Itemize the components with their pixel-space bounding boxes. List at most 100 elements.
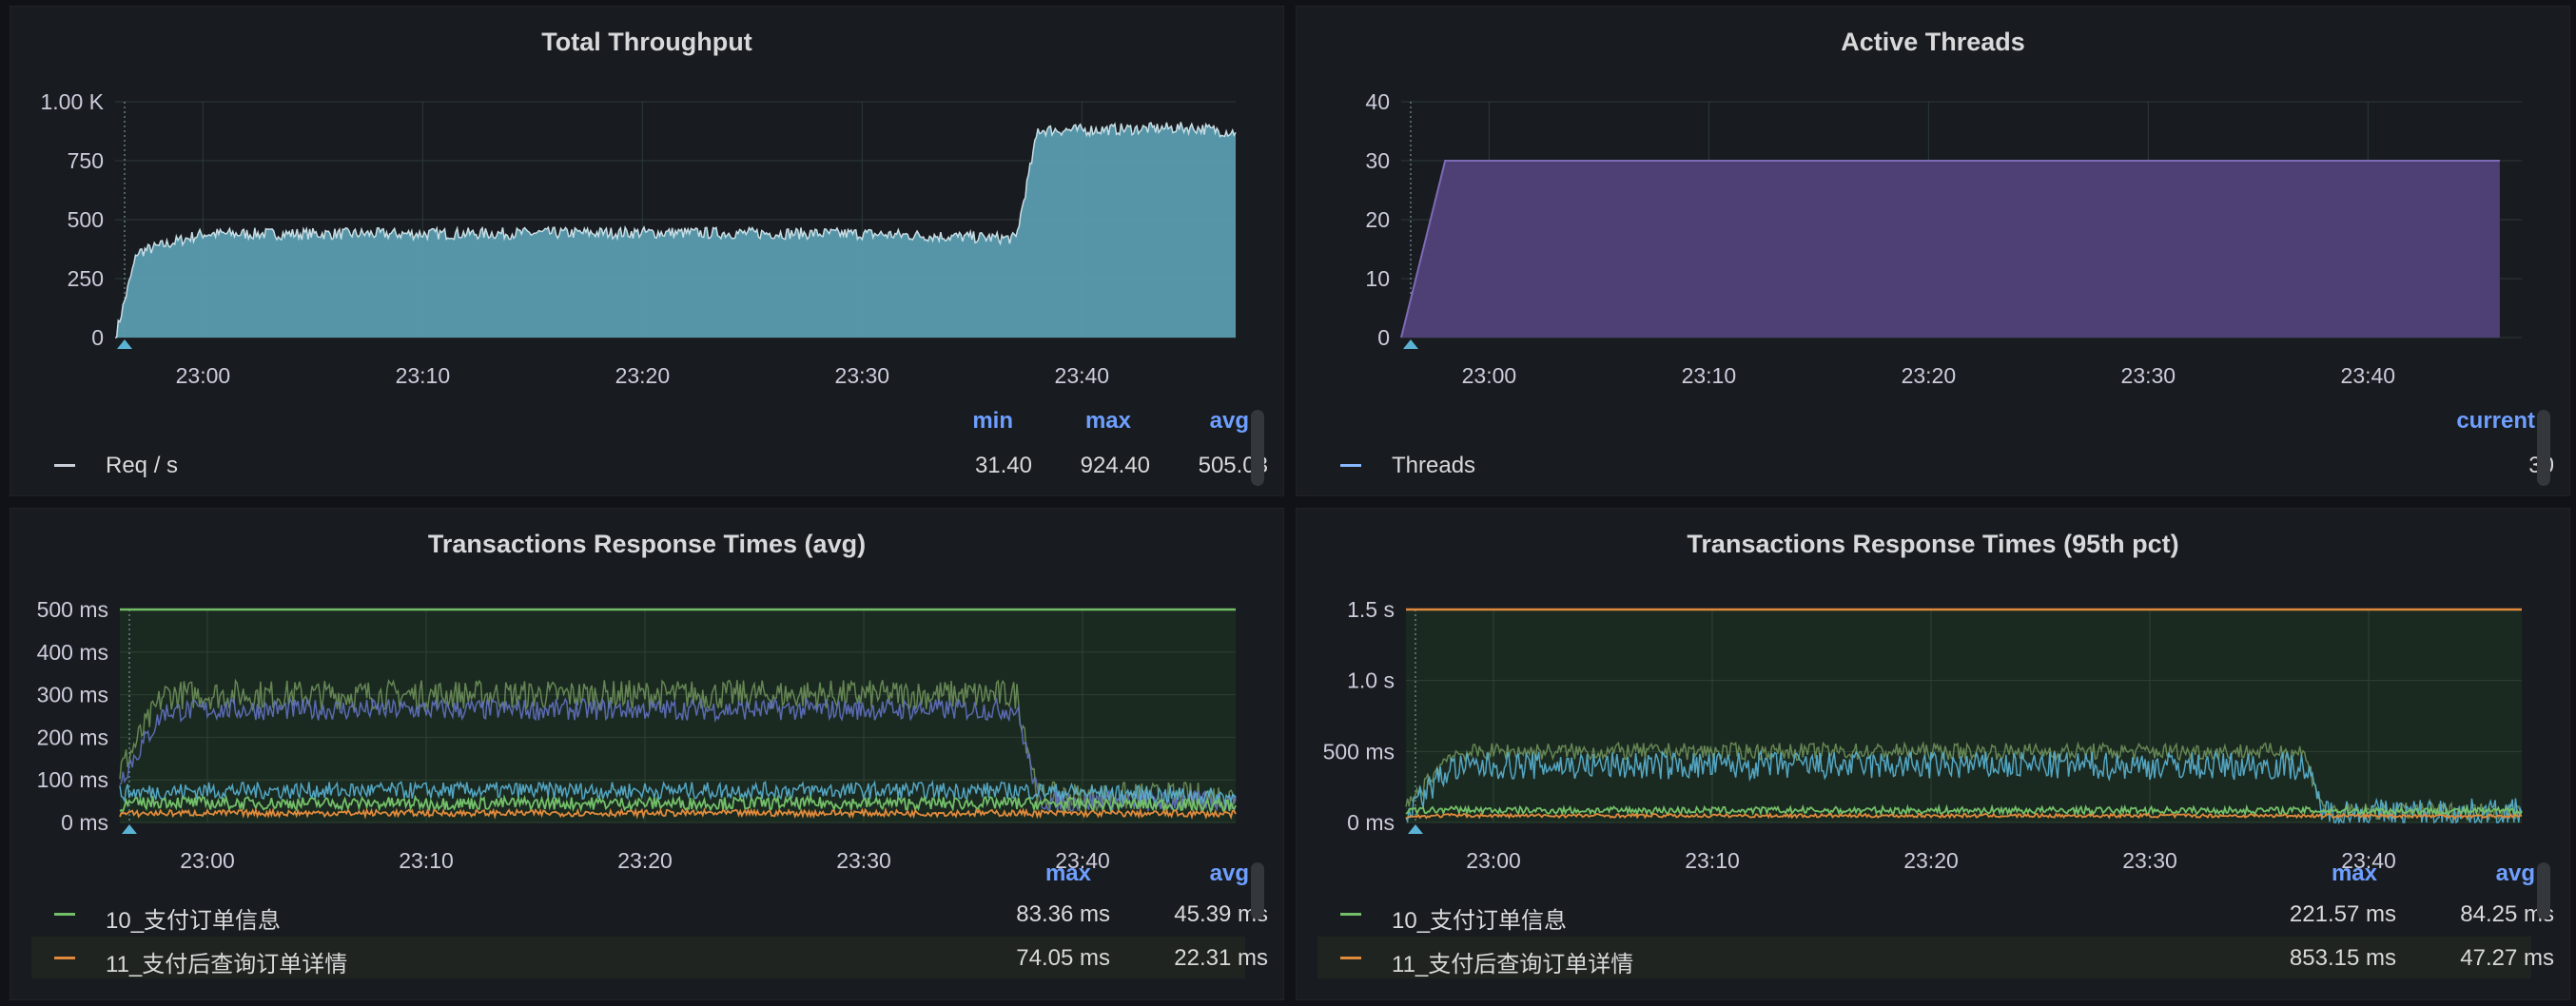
- y-tick-label: 0: [91, 325, 104, 350]
- legend-item-req-per-sec[interactable]: Req / s 31.40 924.40 505.03: [31, 444, 1268, 486]
- series-swatch: [54, 464, 75, 467]
- annotation-marker: [122, 824, 137, 834]
- x-tick-label: 23:30: [2121, 363, 2176, 388]
- legend-value-avg: 45.39 ms: [1174, 901, 1268, 927]
- legend-item-threads[interactable]: Threads 30: [1317, 444, 2554, 486]
- y-tick-label: 10: [1365, 266, 1390, 291]
- legend-header-avg[interactable]: avg: [1209, 861, 1249, 886]
- legend-scrollbar[interactable]: [2537, 410, 2550, 486]
- legend-header-max[interactable]: max: [2331, 861, 2377, 886]
- x-tick-label: 23:40: [2341, 363, 2396, 388]
- series-swatch: [1340, 464, 1361, 467]
- response-p95-chart[interactable]: 1.5 s 1.0 s 500 ms 0 ms 23:00 23:10 23:20 23:30…: [1297, 587, 2571, 900]
- series-name: 10_支付订单信息: [106, 908, 282, 934]
- x-tick-label: 23:10: [396, 363, 451, 388]
- annotation-marker: [1403, 339, 1418, 349]
- series-name: Req / s: [106, 453, 179, 478]
- legend-value-current: 30: [2402, 453, 2554, 479]
- legend-header-current[interactable]: current: [2456, 408, 2535, 434]
- series-area-req-per-sec: [115, 122, 1236, 338]
- y-tick-label: 400 ms: [37, 640, 108, 665]
- legend-header-max[interactable]: max: [1044, 861, 1091, 886]
- y-tick-label: 20: [1365, 207, 1390, 232]
- series-swatch: [1340, 913, 1361, 916]
- series-line-10: [119, 793, 1237, 814]
- response-avg-chart[interactable]: 500 ms 400 ms 300 ms 200 ms 100 ms 0 ms 23:00 2…: [10, 587, 1285, 900]
- throughput-chart[interactable]: 1.00 K 750 500 250 0 23:00 23:10 23:20 23:30 23:4…: [10, 83, 1285, 397]
- legend-value-max: 853.15 ms: [2289, 945, 2396, 971]
- legend-value-max: 83.36 ms: [1016, 901, 1110, 927]
- y-tick-label: 300 ms: [37, 683, 108, 707]
- x-tick-label: 23:00: [1466, 848, 1521, 873]
- threads-chart[interactable]: 40 30 20 10 0 23:00 23:10 23:20 23:30 23:40: [1297, 83, 2571, 397]
- series-line-req-per-sec: [114, 121, 1237, 339]
- y-tick-label: 1.00 K: [41, 89, 105, 114]
- panel-title[interactable]: Transactions Response Times (avg): [427, 530, 867, 558]
- series-name: 10_支付订单信息: [1392, 908, 1568, 934]
- panel-title[interactable]: Total Throughput: [541, 28, 752, 56]
- annotation-marker: [1408, 824, 1423, 834]
- series-name: 11_支付后查询订单详情: [1392, 952, 1634, 977]
- legend-header-min[interactable]: min: [972, 408, 1013, 434]
- y-tick-label: 1.0 s: [1347, 668, 1395, 693]
- y-tick-label: 0: [1377, 325, 1390, 350]
- x-tick-label: 23:10: [399, 848, 454, 873]
- y-tick-label: 200 ms: [37, 725, 108, 749]
- x-tick-label: 23:00: [176, 363, 231, 388]
- legend-item-series-11[interactable]: 11_支付后查询订单详情 853.15 ms 47.27 ms: [1317, 937, 2554, 978]
- panel-title[interactable]: Transactions Response Times (95th pct): [1687, 530, 2179, 558]
- y-tick-label: 0 ms: [61, 810, 108, 835]
- panel-response-times-avg: Transactions Response Times (avg) 500 ms…: [10, 508, 1284, 1000]
- panel-response-times-p95: Transactions Response Times (95th pct) 1…: [1296, 508, 2570, 1000]
- y-tick-label: 500: [68, 207, 104, 232]
- legend-value-avg: 22.31 ms: [1174, 945, 1268, 971]
- series-swatch: [1340, 957, 1361, 959]
- x-tick-label: 23:40: [1055, 848, 1110, 873]
- x-tick-label: 23:30: [2122, 848, 2177, 873]
- x-tick-label: 23:10: [1685, 848, 1740, 873]
- panel-title[interactable]: Active Threads: [1841, 28, 2025, 56]
- series-swatch: [54, 913, 75, 916]
- legend-item-series-10[interactable]: 10_支付订单信息 221.57 ms 84.25 ms: [1317, 893, 2554, 935]
- legend-value-max: 221.57 ms: [2289, 901, 2396, 927]
- legend-header-max[interactable]: max: [1084, 408, 1131, 434]
- background-series-line: [119, 780, 1237, 805]
- series-line-threads: [1400, 160, 2500, 339]
- series-name: Threads: [1392, 453, 1476, 478]
- legend-value-avg: 84.25 ms: [2460, 901, 2554, 927]
- y-tick-label: 0 ms: [1347, 810, 1395, 835]
- x-tick-label: 23:30: [836, 848, 891, 873]
- x-tick-label: 23:20: [617, 848, 673, 873]
- y-tick-label: 750: [68, 148, 104, 173]
- background-series-line: [119, 696, 1237, 813]
- annotation-marker: [117, 339, 132, 349]
- series-name: 11_支付后查询订单详情: [106, 952, 348, 977]
- y-tick-label: 1.5 s: [1347, 597, 1395, 622]
- legend-scrollbar[interactable]: [2537, 862, 2550, 919]
- legend-header-avg[interactable]: avg: [2495, 861, 2535, 886]
- legend-scrollbar[interactable]: [1251, 410, 1264, 486]
- series-line-10: [1405, 803, 2523, 818]
- y-tick-label: 40: [1365, 89, 1390, 114]
- x-tick-label: 23:00: [1462, 363, 1517, 388]
- y-tick-label: 30: [1365, 148, 1390, 173]
- series-area-threads: [1401, 161, 2500, 338]
- series-line-11: [119, 806, 1237, 820]
- legend-value-max: 924.40: [1080, 453, 1150, 478]
- y-tick-label: 250: [68, 266, 104, 291]
- threshold-region: [1406, 609, 2522, 822]
- panel-active-threads: Active Threads 40 30 20 10 0 23:00 23:10 23:20 2…: [1296, 6, 2570, 496]
- legend-scrollbar[interactable]: [1251, 862, 1264, 919]
- legend-item-series-10[interactable]: 10_支付订单信息 83.36 ms 45.39 ms: [31, 893, 1268, 935]
- y-tick-label: 500 ms: [1323, 739, 1395, 764]
- x-tick-label: 23:30: [835, 363, 890, 388]
- legend-value-min: 31.40: [974, 453, 1032, 478]
- legend-value-avg: 47.27 ms: [2460, 945, 2554, 971]
- x-tick-label: 23:10: [1682, 363, 1737, 388]
- series-line-11: [1405, 811, 2523, 820]
- legend-header-avg[interactable]: avg: [1209, 408, 1249, 434]
- legend-item-series-11[interactable]: 11_支付后查询订单详情 74.05 ms 22.31 ms: [31, 937, 1268, 978]
- background-series-line: [1405, 749, 2523, 825]
- x-tick-label: 23:20: [1902, 363, 1957, 388]
- legend-value-avg: 505.03: [1198, 453, 1268, 478]
